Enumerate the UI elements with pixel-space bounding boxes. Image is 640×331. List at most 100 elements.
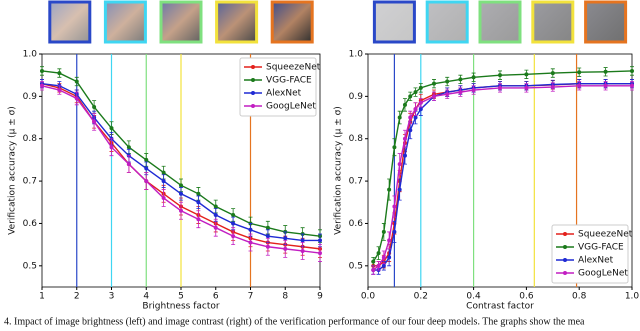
point (413, 90, 418, 95)
point (109, 145, 114, 150)
point (445, 92, 450, 97)
thumbnail (478, 0, 522, 44)
thumbnail (372, 0, 416, 44)
thumbnail (531, 0, 575, 44)
point (432, 94, 436, 99)
point (265, 234, 270, 239)
point (432, 81, 436, 86)
series-line (372, 85, 632, 271)
point (471, 88, 476, 93)
point (458, 77, 463, 82)
point (179, 208, 183, 213)
point (498, 73, 502, 78)
point (387, 255, 392, 260)
point (318, 238, 322, 243)
point (376, 263, 381, 268)
point (248, 240, 253, 245)
x-tick-label: 4 (143, 292, 149, 302)
legend-marker (251, 104, 255, 108)
y-tick-label: 0.5 (349, 261, 363, 271)
legend-label: VGG-FACE (266, 76, 312, 86)
y-tick-label: 0.6 (23, 219, 38, 229)
point (397, 115, 402, 120)
point (408, 115, 413, 120)
point (161, 196, 166, 201)
point (387, 187, 392, 192)
point (445, 79, 450, 84)
point (144, 179, 149, 184)
y-tick-label: 0.5 (23, 261, 37, 271)
point (381, 229, 386, 234)
x-tick-label: 0.8 (572, 292, 587, 302)
point (57, 71, 62, 76)
legend-marker (251, 91, 255, 95)
point (300, 248, 305, 253)
point (387, 238, 392, 243)
point (381, 263, 386, 268)
point (40, 68, 44, 73)
point (196, 217, 201, 222)
caption: 4. Impact of image brightness (left) and… (4, 316, 585, 327)
y-tick-label: 1.0 (23, 50, 38, 60)
y-tick-label: 0.8 (23, 134, 38, 144)
point (300, 238, 305, 243)
point (550, 71, 555, 76)
point (371, 259, 376, 264)
point (283, 246, 288, 251)
point (418, 85, 423, 90)
y-axis-label: Verification accuracy (μ ± σ) (8, 106, 18, 235)
point (418, 100, 423, 105)
y-axis-label: Verification accuracy (μ ± σ) (334, 106, 344, 235)
y-tick-label: 0.7 (349, 177, 363, 187)
legend-marker (251, 65, 255, 69)
point (57, 88, 62, 93)
y-tick-label: 1.0 (349, 50, 364, 60)
legend-marker (251, 78, 255, 82)
x-tick-label: 9 (317, 292, 323, 302)
legend-marker (563, 271, 567, 275)
thumbnail (48, 0, 92, 44)
thumbnail (584, 0, 628, 44)
y-tick-label: 0.8 (349, 134, 364, 144)
y-tick-label: 0.6 (349, 219, 364, 229)
point (471, 75, 476, 80)
y-tick-label: 0.7 (23, 177, 37, 187)
point (196, 200, 201, 205)
point (265, 225, 270, 230)
point (577, 70, 582, 75)
point (371, 268, 376, 273)
point (392, 229, 397, 234)
point (318, 251, 322, 256)
x-tick-label: 0.0 (361, 292, 376, 302)
point (196, 191, 201, 196)
point (231, 234, 236, 239)
point (603, 69, 608, 74)
point (630, 68, 634, 73)
point (630, 83, 634, 88)
legend-label: AlexNet (578, 256, 614, 266)
x-axis-label: Contrast factor (466, 302, 534, 312)
x-tick-label: 1 (39, 292, 45, 302)
point (248, 227, 253, 232)
series-line (372, 70, 633, 262)
legend-box (239, 57, 317, 117)
point (402, 136, 407, 141)
thumbnail (103, 0, 147, 44)
x-tick-label: 7 (248, 292, 254, 302)
thumbnail (159, 0, 203, 44)
point (213, 212, 218, 217)
x-tick-label: 8 (282, 292, 288, 302)
thumbnail (215, 0, 259, 44)
point (397, 187, 402, 192)
point (408, 94, 413, 99)
point (40, 83, 44, 88)
x-tick-label: 0.2 (414, 292, 428, 302)
point (92, 119, 97, 124)
y-tick-label: 0.9 (23, 92, 38, 102)
x-tick-label: 0.4 (466, 292, 481, 302)
point (74, 96, 79, 101)
legend-label: SqueezeNet (266, 63, 321, 73)
point (498, 85, 502, 90)
point (577, 83, 582, 88)
